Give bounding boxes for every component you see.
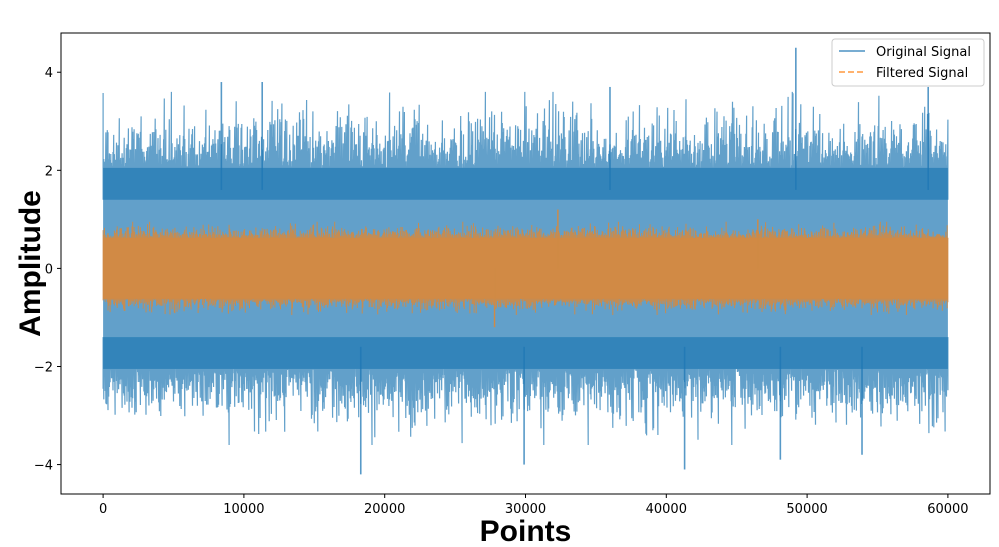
series-original-signal-upper-envelope	[102, 91, 949, 200]
y-axis: −4 −2 0 2 4	[34, 66, 61, 474]
y-tick-label: −2	[34, 360, 53, 375]
y-tick-label: 2	[45, 164, 53, 179]
x-tick-label: 60000	[927, 502, 968, 517]
x-tick-label: 30000	[505, 502, 546, 517]
x-axis: 0 10000 20000 30000 40000 50000 60000	[99, 494, 969, 517]
legend-label-0: Original Signal	[876, 45, 971, 60]
x-tick-label: 40000	[646, 502, 687, 517]
series-layer	[102, 47, 949, 475]
x-axis-title: Points	[480, 515, 572, 547]
y-tick-label: 0	[45, 262, 53, 277]
legend-box	[831, 38, 985, 87]
x-tick-label: 10000	[223, 502, 264, 517]
x-tick-label: 0	[99, 502, 107, 517]
legend: Original Signal Filtered Signal	[831, 38, 985, 87]
y-axis-title: Amplitude	[14, 190, 47, 337]
y-tick-label: 4	[45, 66, 53, 81]
y-tick-label: −4	[34, 459, 53, 474]
x-tick-label: 20000	[364, 502, 405, 517]
series-filtered-signal-envelope	[102, 221, 949, 315]
series-original-signal-lower-envelope	[102, 337, 949, 446]
legend-label-1: Filtered Signal	[876, 66, 968, 81]
x-tick-label: 50000	[786, 502, 827, 517]
